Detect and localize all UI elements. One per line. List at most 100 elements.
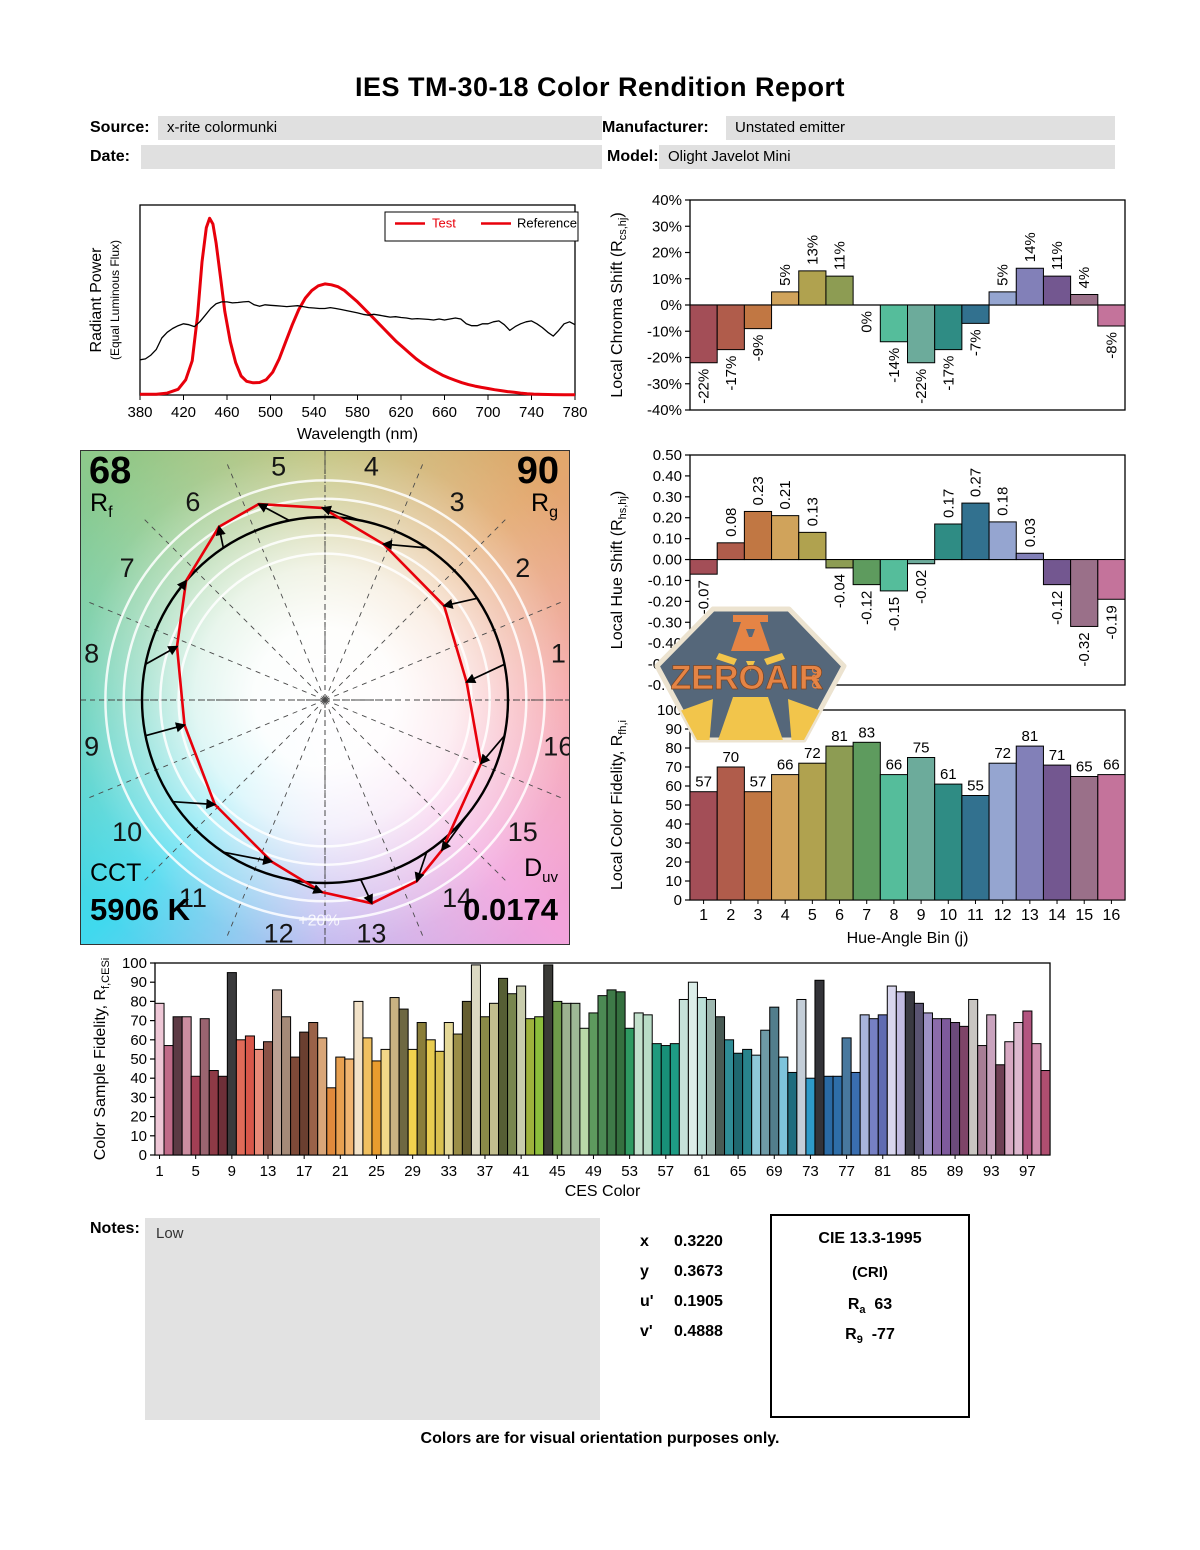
bar — [488, 1002, 500, 1156]
bar — [678, 998, 689, 1156]
bar-value-label: 83 — [858, 724, 875, 741]
x-tick-label: 500 — [258, 404, 283, 421]
source-value: x-rite colormunki — [167, 119, 278, 136]
hue-bin-number: 14 — [442, 883, 472, 913]
bar — [716, 304, 745, 351]
source-label: Source: — [90, 119, 150, 136]
bar — [624, 1027, 635, 1156]
x-tick-label: 25 — [368, 1163, 385, 1180]
y-axis-label: Local Hue Shift (Rhs,hj) — [609, 491, 629, 649]
shift-arrow — [172, 798, 217, 810]
x-tick-label: 41 — [513, 1163, 530, 1180]
bar — [742, 1048, 753, 1156]
chroma-ring — [104, 479, 546, 921]
bar — [743, 791, 773, 901]
bar — [988, 762, 1017, 901]
bar — [498, 977, 509, 1156]
color-vector-graphic: +20% 1 2 3 4 5 6 7 8 9 10 11 12 13 14 15 16 68 Rf 90 Rg … — [80, 450, 570, 945]
y-tick-label: 50 — [130, 1051, 147, 1068]
bar — [543, 964, 554, 1156]
bar-value-label: 0.08 — [723, 508, 740, 537]
watermark-art — [663, 615, 838, 740]
y-tick-label: 20 — [665, 854, 682, 871]
bar — [262, 1041, 274, 1156]
shift-arrow — [172, 579, 188, 599]
bar — [281, 1016, 292, 1156]
radial-guide — [140, 515, 326, 701]
watermark-text: ZEROAIR — [671, 659, 824, 697]
x-tick-label: 97 — [1019, 1163, 1036, 1180]
x-tick-label: 420 — [171, 404, 196, 421]
bar-value-label: 70 — [722, 749, 739, 766]
y-tick-label: 10 — [665, 873, 682, 890]
bar — [461, 1000, 472, 1156]
bar — [778, 1056, 789, 1156]
bar — [552, 1000, 563, 1156]
y-tick-label: 0% — [660, 297, 682, 314]
color-sample-fidelity-chart: 0 10 20 30 40 50 60 70 80 90 100 1 5 9 13 17 21 25 29 33 37 4… — [92, 955, 1051, 1200]
x-tick-label: 77 — [838, 1163, 855, 1180]
bar — [479, 1016, 490, 1156]
bar-value-label: 11% — [1049, 241, 1066, 270]
bar-value-label: 0.17 — [940, 489, 957, 518]
hue-bin-number: 2 — [515, 553, 530, 583]
bar — [1015, 267, 1044, 306]
notes-text: Low — [156, 1225, 184, 1242]
x-tick-label: 53 — [621, 1163, 638, 1180]
bar — [689, 304, 718, 364]
hue-bin-number: 10 — [112, 817, 142, 847]
y-tick-label: 70 — [665, 759, 682, 776]
bar — [172, 1016, 183, 1156]
y-tick-label: 100 — [657, 702, 682, 719]
bar — [561, 1002, 572, 1156]
bar — [507, 993, 518, 1156]
y-tick-label: 50 — [665, 797, 682, 814]
bar — [751, 1054, 762, 1156]
radial-guide — [324, 699, 566, 800]
bar — [308, 1022, 319, 1156]
y-tick-label: 20 — [130, 1109, 147, 1126]
x-tick-label: 73 — [802, 1163, 819, 1180]
shift-arrow — [145, 645, 179, 666]
hue-bin-number: 5 — [271, 452, 286, 482]
bar — [913, 1002, 924, 1156]
bar — [1070, 559, 1099, 627]
bar-value-label: -0.07 — [696, 580, 713, 614]
x-tick-label: 45 — [549, 1163, 566, 1180]
bar — [814, 979, 825, 1156]
bar — [660, 1045, 671, 1156]
y-tick-label: 30 — [665, 835, 682, 852]
page-title: IES TM-30-18 Color Rendition Report — [354, 72, 846, 102]
reference-curve — [139, 300, 576, 361]
bar-value-label: -0.15 — [886, 597, 903, 631]
cri-ra-row: Ra 63 — [847, 1296, 893, 1317]
bar — [995, 1064, 1006, 1156]
y-tick-label: 0.20 — [653, 510, 682, 527]
x-tick-label: 29 — [404, 1163, 421, 1180]
x-tick-label: 21 — [332, 1163, 349, 1180]
bar — [1097, 774, 1126, 901]
bar — [154, 1002, 165, 1156]
bar — [226, 972, 237, 1156]
bar — [651, 1043, 662, 1156]
bar — [633, 1012, 644, 1156]
bar — [941, 1018, 952, 1156]
hue-bin-number: 6 — [185, 487, 200, 517]
bar-value-label: -0.32 — [1076, 632, 1093, 666]
bar-value-label: 61 — [940, 766, 957, 783]
bar — [1015, 745, 1044, 901]
rg-value: 90 — [516, 450, 559, 492]
shift-arrow — [381, 539, 427, 550]
bar — [852, 741, 881, 901]
bar — [425, 1039, 436, 1156]
cri-r9-row: R9 -77 — [845, 1326, 895, 1347]
bar — [299, 1031, 310, 1156]
bar — [868, 1018, 879, 1156]
bar — [1042, 275, 1072, 306]
radial-guide — [84, 600, 326, 701]
chromaticity-v: v' 0.4888 — [640, 1323, 723, 1340]
hue-bin-number: 15 — [508, 817, 538, 847]
bar-value-label: 72 — [804, 745, 821, 762]
bar — [353, 1000, 364, 1156]
test-curve — [140, 216, 575, 397]
